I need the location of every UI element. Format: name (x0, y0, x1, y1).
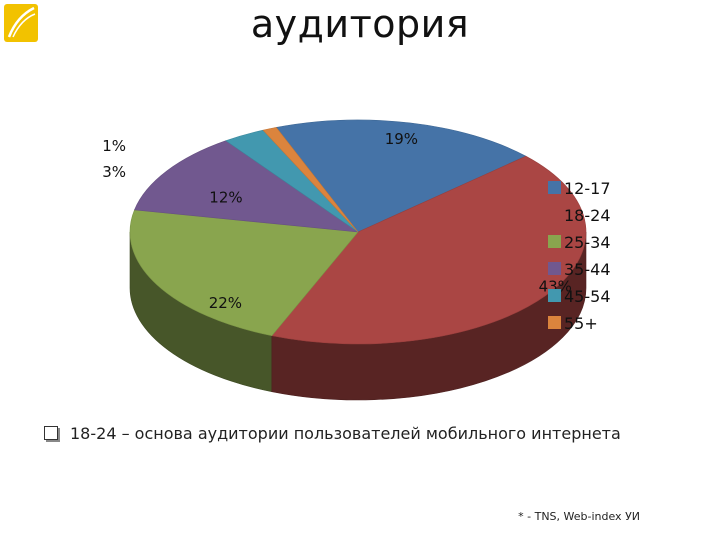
source-footnote: * - TNS, Web-index УИ (518, 510, 640, 523)
legend-label-18-24: 18-24 (564, 206, 611, 225)
legend-label-12-17: 12-17 (564, 179, 611, 198)
pie-slice-12-17 (275, 119, 527, 233)
brand-logo-icon (4, 4, 38, 42)
checkbox-bullet-icon (44, 426, 58, 440)
legend-label-35-44: 35-44 (564, 260, 611, 279)
data-label-12-17: 19% (385, 130, 418, 148)
legend-label-45-54: 45-54 (564, 287, 611, 306)
legend-label-55+: 55+ (564, 314, 598, 333)
legend-swatch-12-17 (548, 181, 561, 194)
legend-swatch-35-44 (548, 262, 561, 275)
data-label-55+: 1% (102, 137, 126, 155)
data-label-25-34: 22% (209, 294, 242, 312)
pie-slice-55+ (262, 127, 359, 233)
legend-swatch-18-24 (548, 208, 561, 221)
legend-swatch-25-34 (548, 235, 561, 248)
page-title: аудитория (250, 2, 470, 46)
legend-swatch-55+ (548, 316, 561, 329)
legend-label-25-34: 25-34 (564, 233, 611, 252)
pie-slice-35-44 (134, 140, 360, 233)
bullet-text: 18-24 – основа аудитории пользователей м… (70, 424, 621, 443)
pie-slice-25-34 (129, 209, 359, 337)
bullet-point: 18-24 – основа аудитории пользователей м… (44, 424, 621, 443)
data-label-35-44: 12% (209, 189, 242, 207)
pie-slice-18-24 (271, 155, 587, 345)
legend-swatch-45-54 (548, 289, 561, 302)
data-label-18-24: 43% (539, 278, 572, 296)
pie-chart: 19% 43% 22% 12% 3% 1% 12-17 18-24 25-34 35-44 45-5… (102, 119, 611, 401)
data-label-45-54: 3% (102, 163, 126, 181)
